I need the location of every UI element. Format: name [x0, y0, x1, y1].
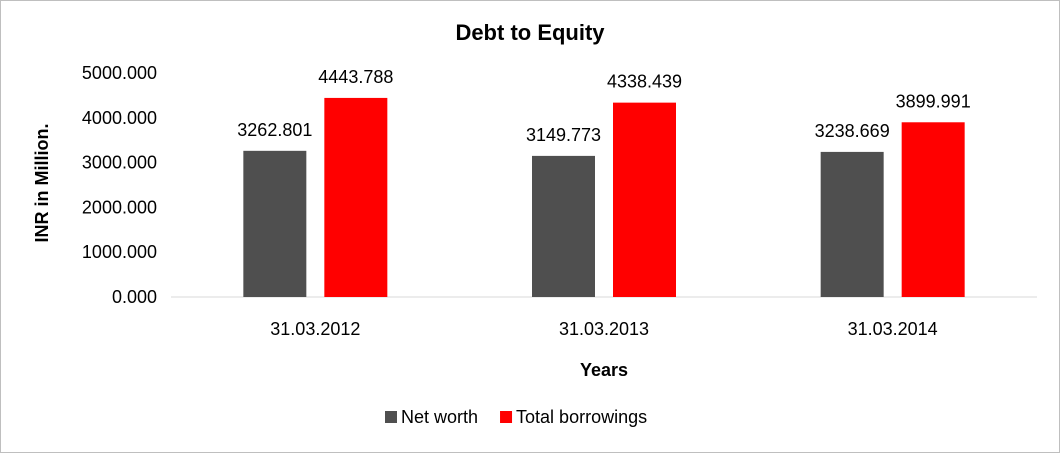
- y-tick-label: 3000.000: [82, 153, 157, 173]
- chart-title: Debt to Equity: [455, 20, 605, 45]
- y-axis-title: INR in Million.: [32, 124, 52, 243]
- x-tick-label: 31.03.2013: [559, 319, 649, 339]
- y-tick-label: 4000.000: [82, 108, 157, 128]
- y-tick-label: 0.000: [112, 287, 157, 307]
- bar-net-worth: [532, 155, 595, 297]
- legend-swatch: [385, 411, 397, 423]
- legend-label: Total borrowings: [516, 407, 647, 427]
- x-axis-title: Years: [580, 360, 628, 380]
- data-labels: 3262.801 4443.788 3149.773 4338.439 3238.669…: [237, 67, 970, 145]
- y-tick-label: 5000.000: [82, 63, 157, 83]
- y-tick-label: 2000.000: [82, 197, 157, 217]
- data-label: 4338.439: [607, 72, 682, 92]
- bar-total-borrowings: [613, 102, 676, 297]
- x-tick-labels: 31.03.2012 31.03.2013 31.03.2014: [270, 319, 937, 339]
- legend-swatch: [500, 411, 513, 423]
- data-label: 3238.669: [815, 121, 890, 141]
- y-tick-labels: 0.000 1000.000 2000.000 3000.000 4000.000 500…: [82, 63, 157, 307]
- data-label: 3149.773: [526, 125, 601, 145]
- legend: Net worth Total borrowings: [385, 407, 647, 427]
- legend-label: Net worth: [401, 407, 478, 427]
- data-label: 3262.801: [237, 120, 312, 140]
- bar-net-worth: [820, 151, 884, 297]
- y-tick-label: 1000.000: [82, 242, 157, 262]
- x-tick-label: 31.03.2014: [848, 319, 938, 339]
- bar-net-worth: [243, 150, 307, 297]
- data-label: 3899.991: [896, 91, 971, 111]
- x-tick-label: 31.03.2012: [270, 319, 360, 339]
- data-label: 4443.788: [318, 67, 393, 87]
- bar-total-borrowings: [901, 122, 965, 298]
- bar-total-borrowings: [324, 97, 388, 297]
- bar-series: [243, 97, 965, 298]
